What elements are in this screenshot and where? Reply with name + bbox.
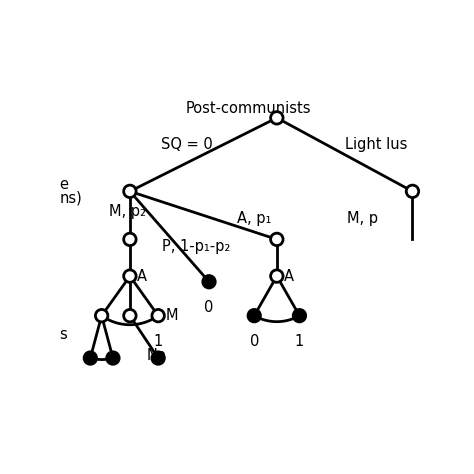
Circle shape [124,185,136,198]
Text: Light lus: Light lus [345,137,407,152]
Text: M, p: M, p [347,210,378,226]
Circle shape [95,310,108,322]
Circle shape [124,270,136,283]
Text: Post-communists: Post-communists [186,101,311,116]
Circle shape [152,310,164,322]
Circle shape [248,310,260,322]
Text: e: e [59,177,68,192]
Text: ns): ns) [59,191,82,206]
Text: A: A [284,269,294,283]
Text: A, p₁: A, p₁ [237,210,272,226]
Circle shape [271,112,283,124]
Text: No: No [147,348,167,363]
Circle shape [124,233,136,246]
Text: P, 1-p₁-p₂: P, 1-p₁-p₂ [163,239,231,254]
Circle shape [203,275,215,288]
Text: 0: 0 [249,334,259,349]
Text: 1: 1 [154,334,163,349]
Circle shape [107,352,119,365]
Circle shape [84,352,97,365]
Circle shape [124,310,136,322]
Text: M: M [165,308,178,323]
Text: SQ = 0: SQ = 0 [161,137,212,152]
Circle shape [271,270,283,283]
Circle shape [152,352,164,365]
Text: 0: 0 [204,300,214,315]
Circle shape [271,233,283,246]
Circle shape [406,185,419,198]
Circle shape [293,310,306,322]
Text: s: s [59,327,67,342]
Text: 1: 1 [295,334,304,349]
Text: M, p₂: M, p₂ [109,204,146,219]
Text: A: A [137,269,147,283]
